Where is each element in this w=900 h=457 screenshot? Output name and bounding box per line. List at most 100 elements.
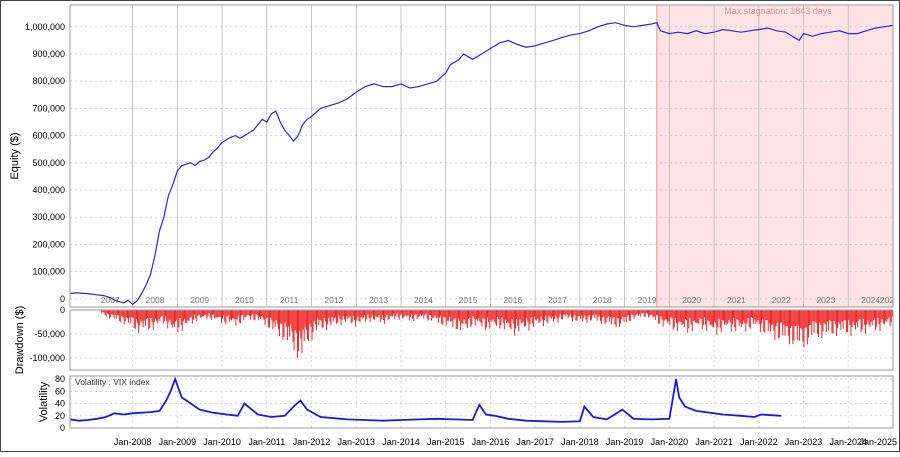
drawdown-bar: [235, 310, 237, 326]
drawdown-bar: [691, 310, 693, 332]
drawdown-bar: [859, 310, 861, 320]
drawdown-bar: [354, 310, 355, 321]
drawdown-bar: [787, 310, 789, 336]
drawdown-bar: [243, 310, 245, 320]
drawdown-bar: [877, 310, 879, 318]
drawdown-bar: [258, 310, 260, 317]
volatility-axis-label: Volatility: [38, 381, 50, 422]
drawdown-bar: [513, 310, 515, 336]
drawdown-bar: [696, 310, 698, 324]
drawdown-bar: [408, 310, 410, 321]
drawdown-bar: [649, 310, 651, 316]
drawdown-bar: [502, 310, 504, 323]
drawdown-bar: [459, 310, 461, 321]
drawdown-bar: [214, 310, 216, 319]
drawdown-bar: [279, 310, 281, 337]
drawdown-bar: [664, 310, 666, 320]
drawdown-bar: [550, 310, 552, 320]
date-x-tick-label: Jan-2008: [114, 437, 152, 447]
drawdown-bar: [217, 310, 219, 318]
drawdown-bar: [729, 310, 731, 323]
drawdown-bar: [660, 310, 662, 317]
drawdown-bar: [409, 310, 411, 317]
drawdown-bar: [377, 310, 379, 318]
drawdown-bar: [688, 310, 690, 329]
date-x-ticks: Jan-2008 Jan-2009 Jan-2010 Jan-2011 Jan-2012…: [114, 437, 897, 447]
drawdown-bar: [468, 310, 469, 319]
drawdown-bar: [340, 310, 342, 326]
drawdown-bar: [318, 310, 320, 326]
date-x-tick-label: Jan-2014: [382, 437, 420, 447]
drawdown-bar: [519, 310, 521, 320]
drawdown-bar: [292, 310, 294, 342]
drawdown-bar: [719, 310, 721, 328]
drawdown-bar: [728, 310, 730, 320]
drawdown-bar: [698, 310, 700, 325]
drawdown-bar: [141, 310, 143, 323]
drawdown-bar: [570, 310, 572, 318]
drawdown-bar: [293, 310, 295, 350]
drawdown-bar: [880, 310, 882, 322]
drawdown-bar: [250, 310, 251, 320]
drawdown-bar: [179, 310, 181, 318]
drawdown-bar: [182, 310, 184, 322]
drawdown-bar: [840, 310, 842, 331]
drawdown-bar: [825, 310, 827, 333]
drawdown-bar: [810, 310, 812, 326]
drawdown-bar: [119, 310, 121, 322]
drawdown-bar: [619, 310, 620, 328]
drawdown-bar: [280, 310, 282, 324]
drawdown-bar: [834, 310, 836, 325]
drawdown-bar: [412, 310, 414, 320]
drawdown-bar: [700, 310, 702, 320]
drawdown-bar: [364, 310, 365, 316]
drawdown-bar: [624, 310, 626, 318]
drawdown-bar: [265, 310, 267, 319]
drawdown-bar: [256, 310, 258, 315]
drawdown-bar: [489, 310, 491, 329]
drawdown-bar: [693, 310, 695, 321]
drawdown-bar: [245, 310, 247, 318]
drawdown-bar: [233, 310, 235, 319]
drawdown-bar: [816, 310, 818, 334]
drawdown-bar: [838, 310, 840, 322]
drawdown-bar: [671, 310, 673, 319]
drawdown-bar: [165, 310, 166, 316]
drawdown-bar: [190, 310, 192, 317]
drawdown-bar: [197, 310, 199, 316]
drawdown-bar: [469, 310, 471, 319]
drawdown-bar: [443, 310, 445, 317]
drawdown-bar: [296, 310, 298, 358]
drawdown-bar: [529, 310, 531, 325]
drawdown-bar: [213, 310, 215, 315]
drawdown-bar: [716, 310, 718, 335]
drawdown-bar: [225, 310, 227, 325]
drawdown-bar: [105, 310, 107, 317]
drawdown-bar: [295, 310, 297, 333]
drawdown-bar: [237, 310, 239, 316]
drawdown-bar: [887, 310, 889, 320]
drawdown-bar: [589, 310, 591, 321]
drawdown-bar: [504, 310, 506, 320]
year-label: 2019: [638, 295, 657, 305]
drawdown-bar: [889, 310, 891, 327]
drawdown-bar: [888, 310, 890, 318]
drawdown-bar: [557, 310, 559, 323]
date-x-tick-label: Jan-2013: [337, 437, 375, 447]
drawdown-bar: [815, 310, 817, 324]
drawdown-bar: [239, 310, 241, 324]
stagnation-annotation: Max stagnation: 1843 days: [724, 6, 832, 16]
drawdown-bar: [612, 310, 614, 319]
drawdown-bar: [404, 310, 406, 316]
drawdown-bar: [379, 310, 381, 323]
drawdown-bar: [501, 310, 503, 318]
drawdown-bar: [430, 310, 431, 315]
drawdown-bar: [724, 310, 726, 325]
drawdown-bar: [140, 310, 142, 321]
drawdown-bar: [452, 310, 454, 328]
drawdown-bar: [357, 310, 359, 317]
vix-line: [69, 376, 782, 423]
drawdown-bar: [753, 310, 755, 324]
drawdown-bar: [715, 310, 717, 324]
drawdown-bar: [385, 310, 387, 318]
